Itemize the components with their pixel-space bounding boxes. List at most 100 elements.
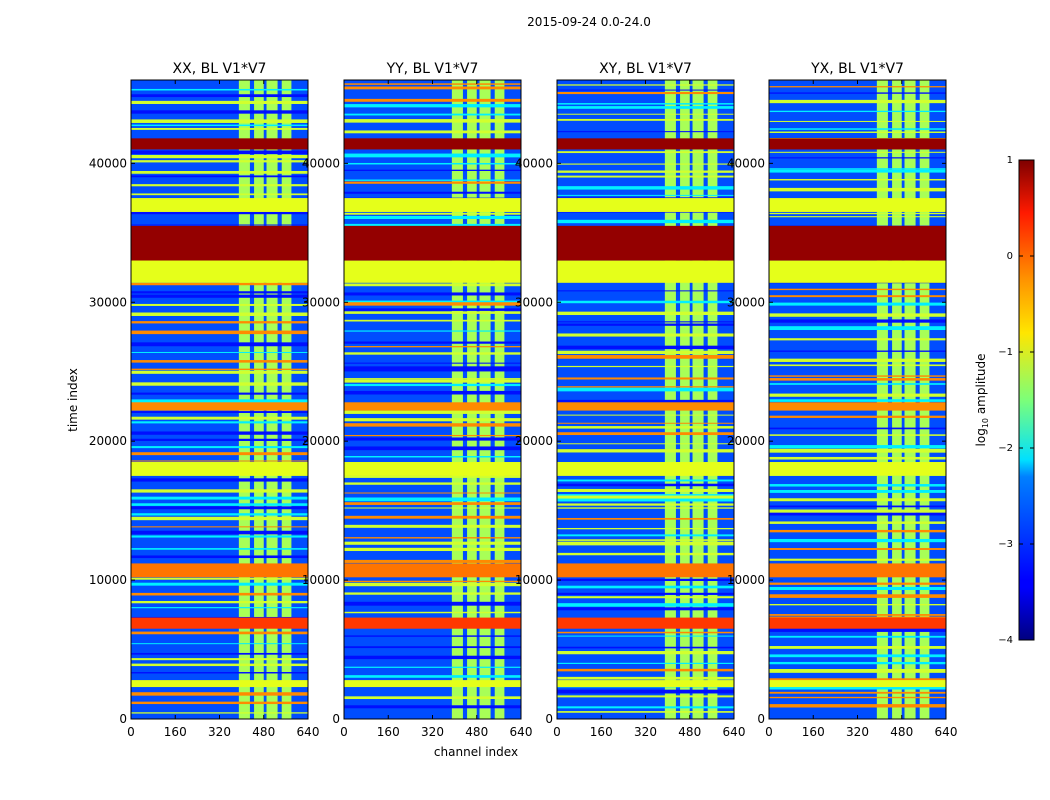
time-stripe	[769, 509, 946, 513]
time-stripe	[557, 596, 734, 599]
time-stripe	[344, 705, 521, 709]
flagged-time-band	[769, 563, 946, 578]
time-stripe	[769, 586, 946, 591]
time-stripe	[557, 89, 734, 91]
time-stripe	[131, 489, 308, 493]
time-stripe	[557, 585, 734, 589]
time-stripe	[131, 312, 308, 316]
time-stripe	[557, 350, 734, 355]
time-stripe	[557, 539, 734, 541]
panel-3: YX, BL V1*V7 0 160 320 480 640 0 10000 20000 3000…	[727, 61, 958, 739]
time-stripe	[557, 483, 734, 487]
time-stripe	[344, 330, 521, 332]
time-stripe	[131, 421, 308, 424]
y-tick-label: 40000	[727, 156, 765, 170]
x-axis-label: channel index	[434, 745, 518, 759]
colorbar-ticks: 1 0 −1 −2 −3 −4	[998, 155, 1034, 646]
time-stripe	[769, 92, 946, 94]
time-stripe	[344, 283, 521, 287]
time-stripe	[557, 91, 734, 95]
time-stripe	[131, 548, 308, 550]
time-stripe	[769, 603, 946, 606]
time-stripe	[769, 295, 946, 298]
time-stripe	[344, 541, 521, 545]
time-stripe	[557, 503, 734, 506]
time-stripe	[344, 418, 521, 422]
time-stripe	[344, 378, 521, 380]
time-stripe	[131, 411, 308, 414]
time-stripe	[344, 497, 521, 502]
time-stripe	[131, 446, 308, 449]
time-stripe	[769, 364, 946, 367]
rfi-channel-column	[479, 80, 491, 719]
time-stripe	[769, 635, 946, 638]
time-stripe	[344, 592, 521, 595]
time-stripe	[344, 179, 521, 181]
flagged-time-band	[131, 563, 308, 578]
time-stripe	[131, 631, 308, 635]
time-stripe	[131, 399, 308, 404]
time-stripe	[769, 375, 946, 377]
x-tick-label: 160	[164, 725, 187, 739]
flagged-time-band	[769, 462, 946, 476]
flagged-time-band	[131, 617, 308, 629]
time-stripe	[131, 110, 308, 114]
time-stripe	[769, 678, 946, 682]
time-stripe	[344, 675, 521, 678]
rfi-channel-column	[680, 80, 690, 719]
rfi-channel-column	[494, 80, 505, 719]
time-stripe	[344, 86, 521, 90]
time-stripe	[131, 154, 308, 159]
time-stripe	[769, 505, 946, 508]
flagged-time-band	[557, 462, 734, 476]
time-stripe	[131, 382, 308, 386]
time-stripe	[131, 127, 308, 130]
x-tick-label: 480	[890, 725, 913, 739]
time-stripe	[131, 88, 308, 91]
flagged-time-band	[769, 402, 946, 411]
time-stripe	[131, 607, 308, 609]
x-tick-label: 640	[723, 725, 746, 739]
y-tick-label: 20000	[515, 434, 553, 448]
flagged-time-band	[131, 260, 308, 283]
time-stripe	[557, 449, 734, 453]
time-stripe	[131, 577, 308, 580]
rfi-channel-column	[664, 80, 676, 719]
time-stripe	[344, 524, 521, 528]
flagged-time-band	[344, 198, 521, 212]
time-stripe	[557, 668, 734, 672]
time-stripe	[557, 443, 734, 445]
time-stripe	[557, 646, 734, 649]
x-tick-label: 0	[340, 725, 348, 739]
y-tick-label: 20000	[89, 434, 127, 448]
time-stripe	[344, 492, 521, 494]
y-tick-label: 40000	[89, 156, 127, 170]
flagged-time-band	[344, 563, 521, 578]
time-stripe	[344, 311, 521, 314]
time-stripe	[557, 662, 734, 664]
time-stripe	[557, 399, 734, 404]
time-stripe	[769, 131, 946, 133]
time-stripe	[769, 558, 946, 561]
time-stripe	[769, 86, 946, 88]
time-stripe	[344, 507, 521, 509]
time-stripe	[557, 194, 734, 196]
time-stripe	[769, 529, 946, 533]
colorbar-tick-label: −1	[998, 347, 1013, 358]
time-stripe	[769, 178, 946, 181]
flagged-time-band	[131, 680, 308, 688]
time-stripe	[344, 83, 521, 85]
time-stripe	[557, 603, 734, 607]
time-stripe	[557, 479, 734, 482]
time-stripe	[557, 113, 734, 115]
time-stripe	[557, 631, 734, 634]
time-stripe	[344, 547, 521, 552]
time-stripe	[344, 346, 521, 348]
time-stripe	[131, 535, 308, 538]
time-stripe	[557, 321, 734, 323]
x-tick-label: 640	[935, 725, 958, 739]
flagged-time-band	[769, 138, 946, 150]
time-stripe	[131, 516, 308, 521]
time-stripe	[557, 186, 734, 190]
time-stripe	[557, 131, 734, 133]
